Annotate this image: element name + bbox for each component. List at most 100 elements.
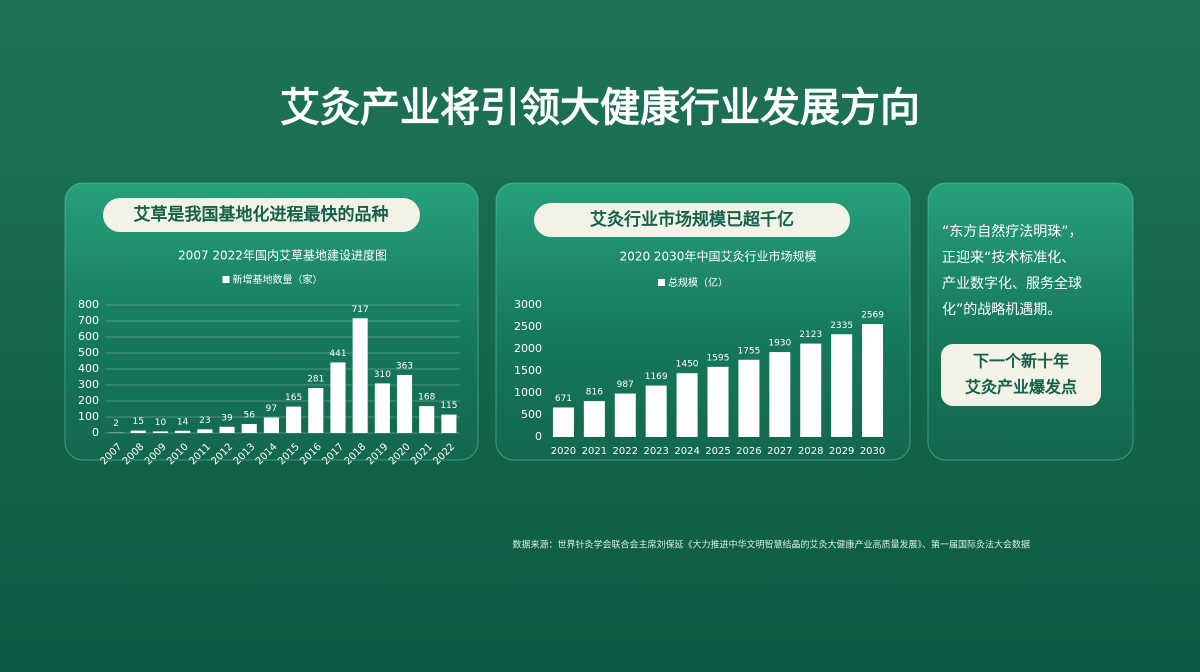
highlight-pill xyxy=(941,344,1101,406)
value-label: 165 xyxy=(285,393,302,403)
value-label: 97 xyxy=(266,404,277,414)
bar xyxy=(396,374,413,433)
bar xyxy=(707,366,729,437)
side-text: 产业数字化、服务全球 xyxy=(942,275,1082,292)
value-label: 671 xyxy=(555,394,572,404)
bar xyxy=(800,343,822,437)
bar xyxy=(645,385,667,437)
value-label: 717 xyxy=(352,305,369,315)
bar xyxy=(219,426,235,433)
x-tick-label: 2025 xyxy=(705,446,730,457)
chart-heading: 艾灸行业市场规模已超千亿 xyxy=(590,209,794,230)
x-tick-label: 2030 xyxy=(860,446,885,457)
value-label: 115 xyxy=(440,401,457,411)
bar xyxy=(831,334,853,437)
x-tick-label: 2020 xyxy=(551,446,576,457)
heading-pill xyxy=(534,203,850,237)
side-text: “东方自然疗法明珠”， xyxy=(942,223,1083,240)
bar xyxy=(419,406,435,433)
value-label: 2 xyxy=(113,419,119,429)
highlight-text: 下一个新十年 xyxy=(973,352,1069,371)
legend-label: 总规模（亿） xyxy=(668,276,728,289)
chart-title: 2020 2030年中国艾灸行业市场规模 xyxy=(620,249,817,264)
value-label: 1169 xyxy=(645,372,668,382)
x-tick-label: 2029 xyxy=(829,446,854,457)
bar xyxy=(286,406,302,433)
value-label: 2123 xyxy=(799,330,822,340)
bar xyxy=(769,352,791,437)
value-label: 2335 xyxy=(830,321,853,331)
legend-swatch xyxy=(222,276,230,283)
bar xyxy=(263,417,279,433)
value-label: 23 xyxy=(199,416,210,426)
y-tick-label: 300 xyxy=(78,378,99,391)
y-tick-label: 400 xyxy=(78,362,99,375)
y-tick-label: 2000 xyxy=(514,342,542,355)
bar xyxy=(738,359,760,437)
x-tick-label: 2023 xyxy=(643,446,668,457)
y-tick-label: 500 xyxy=(78,346,99,359)
value-label: 2569 xyxy=(861,310,884,320)
value-label: 1450 xyxy=(676,360,699,370)
bar xyxy=(197,429,213,433)
value-label: 281 xyxy=(307,375,324,385)
page-title: 艾灸产业将引领大健康行业发展方向 xyxy=(280,85,920,131)
value-label: 1930 xyxy=(768,339,791,349)
bar xyxy=(583,401,605,437)
source-note: 数据来源：世界针灸学会联合会主席刘保延《大力推进中华文明智慧结晶的艾灸大健康产业… xyxy=(512,539,1030,551)
value-label: 10 xyxy=(155,418,167,428)
heading-pill xyxy=(103,198,420,232)
chart-title: 2007 2022年国内艾草基地建设进度图 xyxy=(178,248,387,263)
bar xyxy=(330,362,346,433)
card xyxy=(64,182,479,461)
y-tick-label: 100 xyxy=(78,410,99,423)
chart-heading: 艾草是我国基地化进程最快的品种 xyxy=(134,204,389,225)
x-tick-label: 2028 xyxy=(798,446,823,457)
side-text: 正迎来“技术标准化、 xyxy=(942,250,1075,266)
bar xyxy=(152,431,169,433)
value-label: 816 xyxy=(586,388,603,398)
value-label: 363 xyxy=(396,361,413,371)
y-tick-label: 0 xyxy=(535,430,542,443)
bar xyxy=(441,414,457,433)
value-label: 1595 xyxy=(707,353,730,363)
bar xyxy=(241,424,257,433)
bar xyxy=(374,383,390,433)
x-tick-label: 2022 xyxy=(613,446,638,457)
bar xyxy=(862,323,884,437)
value-label: 39 xyxy=(221,413,233,423)
bar xyxy=(352,318,368,433)
y-tick-label: 700 xyxy=(78,314,99,327)
side-text: 化”的战略机遇期。 xyxy=(942,302,1061,318)
y-tick-label: 0 xyxy=(92,426,99,439)
x-tick-label: 2027 xyxy=(767,446,792,457)
value-label: 987 xyxy=(617,380,634,390)
bar xyxy=(130,430,146,433)
y-tick-label: 600 xyxy=(78,330,99,343)
value-label: 168 xyxy=(418,393,435,403)
value-label: 310 xyxy=(374,370,391,380)
x-tick-label: 2026 xyxy=(736,446,761,457)
highlight-text: 艾灸产业爆发点 xyxy=(965,378,1077,397)
legend-swatch xyxy=(658,279,665,286)
y-tick-label: 2500 xyxy=(514,320,542,333)
y-tick-label: 800 xyxy=(78,298,99,311)
value-label: 441 xyxy=(329,349,346,359)
x-tick-label: 2021 xyxy=(582,446,607,457)
value-label: 1755 xyxy=(737,346,760,356)
bar xyxy=(552,407,574,437)
y-tick-label: 1000 xyxy=(514,386,542,399)
value-label: 56 xyxy=(243,411,255,421)
bar xyxy=(676,373,698,437)
y-tick-label: 200 xyxy=(78,394,99,407)
value-label: 14 xyxy=(177,417,189,427)
value-label: 15 xyxy=(133,417,144,427)
bar xyxy=(175,430,191,433)
bar xyxy=(614,393,636,437)
legend-label: 新增基地数量（家） xyxy=(233,273,323,286)
y-tick-label: 500 xyxy=(521,408,542,421)
y-tick-label: 1500 xyxy=(514,364,542,377)
y-tick-label: 3000 xyxy=(514,298,542,311)
x-tick-label: 2024 xyxy=(674,446,699,457)
